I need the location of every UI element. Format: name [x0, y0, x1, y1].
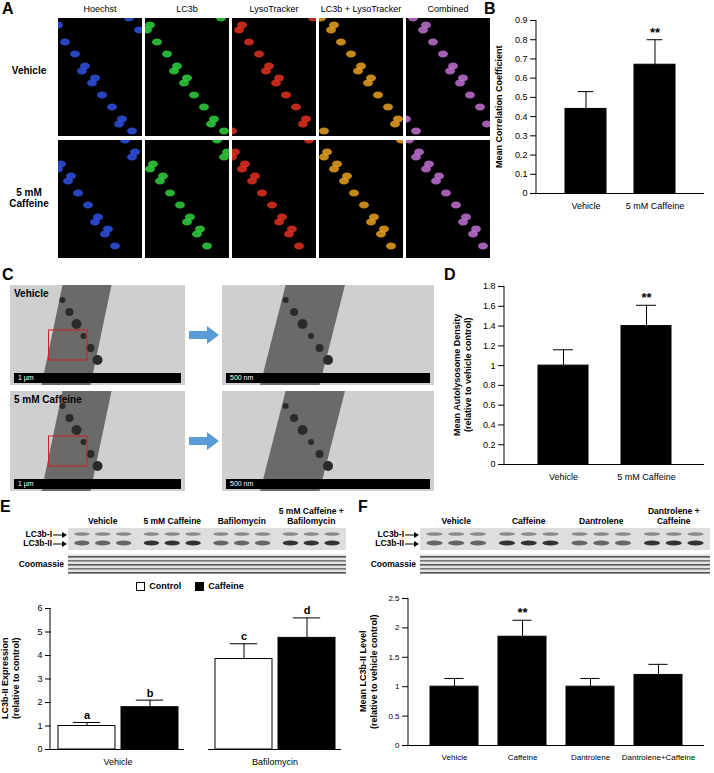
svg-text:5 mM Caffeine: 5 mM Caffeine — [617, 472, 675, 482]
html-text:1 µm: 1 µm — [18, 480, 34, 487]
svg-text:a: a — [84, 709, 91, 721]
svg-text:0.8: 0.8 — [515, 35, 528, 45]
svg-text:0.8: 0.8 — [483, 380, 496, 390]
html-text:Vehicle: Vehicle — [88, 516, 118, 526]
svg-text:**: ** — [517, 605, 528, 620]
svg-text:0: 0 — [37, 744, 42, 754]
svg-text:Bafilomycin: Bafilomycin — [252, 757, 298, 767]
html-text:Hoechst: Hoechst — [83, 4, 117, 14]
svg-text:0: 0 — [490, 459, 495, 469]
html-text:5 mM Caffeine: 5 mM Caffeine — [14, 394, 82, 405]
svg-text:Vehicle: Vehicle — [442, 753, 468, 762]
html-text:Bafilomycin: Bafilomycin — [217, 516, 266, 526]
svg-text:0.2: 0.2 — [515, 150, 528, 160]
html-text:Control: Control — [149, 581, 182, 591]
svg-text:2: 2 — [37, 697, 42, 707]
svg-text:Vehicle: Vehicle — [549, 472, 578, 482]
svg-text:Caffeine: Caffeine — [508, 753, 538, 762]
svg-text:1.2: 1.2 — [483, 341, 496, 351]
svg-text:0.3: 0.3 — [515, 131, 528, 141]
html-text:LC3b: LC3b — [176, 4, 198, 14]
html-text:LC3b-II: LC3b-II — [23, 538, 52, 548]
svg-text:0.2: 0.2 — [483, 440, 496, 450]
svg-text:b: b — [147, 687, 154, 699]
html-text:E: E — [0, 498, 11, 515]
svg-text:Vehicle: Vehicle — [103, 757, 132, 767]
svg-text:Dantrolene: Dantrolene — [571, 753, 611, 762]
html-text:1 µm: 1 µm — [18, 374, 34, 381]
svg-text:0.1: 0.1 — [515, 169, 528, 179]
html-text:5 mM Caffeine: 5 mM Caffeine — [143, 516, 202, 526]
html-text:Vehicle: Vehicle — [441, 516, 471, 526]
html-text:D: D — [444, 266, 456, 283]
html-text:Caffeine: Caffeine — [208, 581, 244, 591]
svg-text:Dantrolene+Caffeine: Dantrolene+Caffeine — [622, 753, 696, 762]
html-text:LC3b-II Expression (relative t: LC3b-II Expression (relative to control) — [0, 637, 21, 720]
svg-text:2.5: 2.5 — [388, 594, 400, 603]
svg-text:1.8: 1.8 — [483, 281, 496, 291]
html-text:LysoTracker: LysoTracker — [249, 4, 299, 14]
html-text:Mean LC3b-II Level (relative t: Mean LC3b-II Level (relative to vehicle … — [358, 614, 379, 729]
html-text:Dantrolene + Caffeine: Dantrolene + Caffeine — [647, 506, 700, 526]
html-text:Mean Correlation Coefficient: Mean Correlation Coefficient — [494, 45, 504, 168]
html-text:LC3b-I: LC3b-I — [377, 529, 404, 539]
html-text:Combined: Combined — [427, 4, 469, 14]
svg-text:0.7: 0.7 — [515, 54, 528, 64]
html-text:Dantrolene: Dantrolene — [579, 516, 624, 526]
html-text:5 mM Caffeine: 5 mM Caffeine — [9, 187, 49, 209]
html-text:LC3b + LysoTracker: LC3b + LysoTracker — [320, 4, 402, 14]
svg-text:0.4: 0.4 — [483, 420, 496, 430]
svg-text:0.6: 0.6 — [515, 73, 528, 83]
svg-text:1.5: 1.5 — [388, 653, 400, 662]
svg-text:c: c — [241, 630, 247, 642]
svg-text:0.4: 0.4 — [515, 111, 528, 121]
html-text:Caffeine: Caffeine — [512, 516, 546, 526]
svg-text:0.9: 0.9 — [515, 15, 528, 25]
svg-text:1: 1 — [395, 682, 400, 691]
svg-text:d: d — [304, 604, 311, 616]
html-text:Vehicle: Vehicle — [11, 65, 47, 76]
svg-text:3: 3 — [37, 674, 42, 684]
svg-text:5 mM Caffeine: 5 mM Caffeine — [626, 201, 684, 211]
svg-text:0.5: 0.5 — [388, 712, 400, 721]
svg-text:1.4: 1.4 — [483, 321, 496, 331]
svg-text:**: ** — [641, 290, 652, 305]
html-text:LC3b-I: LC3b-I — [25, 529, 52, 539]
html-text:A: A — [2, 0, 14, 17]
html-text:500 nm: 500 nm — [230, 480, 254, 487]
html-text:B: B — [484, 0, 496, 17]
svg-text:0: 0 — [395, 741, 400, 750]
svg-text:0.6: 0.6 — [483, 400, 496, 410]
svg-text:2: 2 — [395, 623, 400, 632]
html-text:Mean Autolysosome Density (rel: Mean Autolysosome Density (relative to v… — [452, 313, 473, 437]
svg-text:Vehicle: Vehicle — [571, 201, 600, 211]
html-text:Coomassie: Coomassie — [370, 559, 416, 569]
svg-text:**: ** — [650, 25, 661, 40]
html-text:Coomassie: Coomassie — [18, 559, 64, 569]
svg-text:0: 0 — [522, 188, 527, 198]
html-text:Vehicle: Vehicle — [14, 288, 49, 299]
html-text:5 mM Caffeine + Bafilomycin: 5 mM Caffeine + Bafilomycin — [278, 506, 344, 526]
html-text:C: C — [2, 266, 14, 283]
svg-text:1: 1 — [37, 721, 42, 731]
svg-text:0.5: 0.5 — [515, 92, 528, 102]
svg-text:1.6: 1.6 — [483, 301, 496, 311]
svg-text:6: 6 — [37, 603, 42, 613]
html-text:LC3b-II: LC3b-II — [375, 538, 404, 548]
html-text:F: F — [358, 498, 368, 515]
html-text:500 nm: 500 nm — [230, 374, 254, 381]
svg-text:4: 4 — [37, 650, 42, 660]
svg-text:5: 5 — [37, 627, 42, 637]
svg-text:1: 1 — [490, 360, 495, 370]
